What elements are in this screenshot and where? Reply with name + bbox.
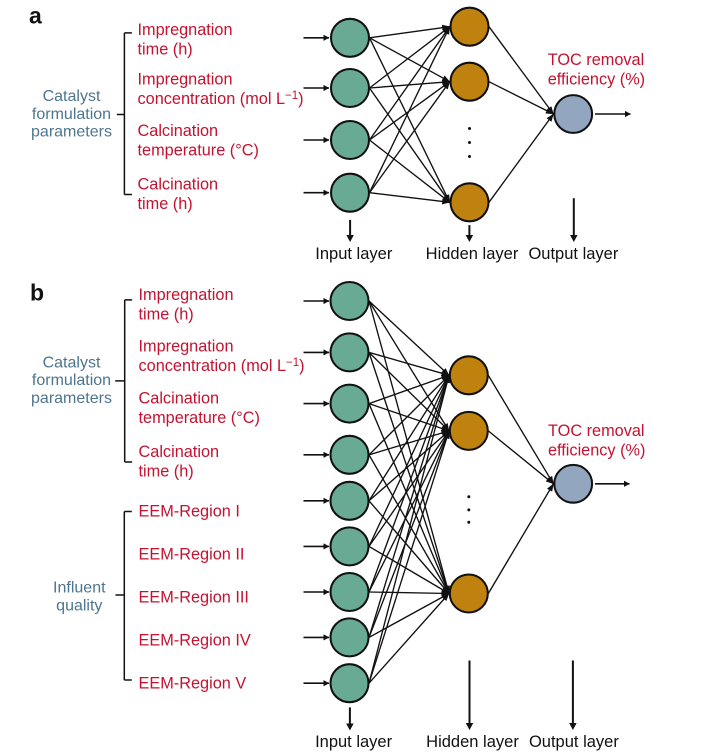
svg-text:temperature (°C): temperature (°C): [138, 142, 259, 160]
svg-text:Calcination: Calcination: [139, 389, 220, 407]
svg-text:a: a: [29, 3, 42, 29]
svg-text:formulation: formulation: [32, 372, 111, 389]
svg-text:time (h): time (h): [139, 306, 194, 324]
svg-text:TOC removal: TOC removal: [548, 51, 645, 69]
svg-text:Impregnation: Impregnation: [138, 21, 233, 39]
svg-text:Influent: Influent: [53, 580, 106, 597]
svg-text:time (h): time (h): [138, 41, 193, 59]
svg-text:concentration (mol L−1): concentration (mol L−1): [138, 90, 304, 108]
svg-text:Catalyst: Catalyst: [43, 354, 101, 371]
svg-text:Output layer: Output layer: [529, 733, 619, 751]
svg-text:TOC removal: TOC removal: [548, 422, 645, 440]
svg-text:Hidden layer: Hidden layer: [426, 733, 519, 751]
svg-text:Hidden layer: Hidden layer: [426, 245, 519, 263]
svg-text:time (h): time (h): [139, 462, 194, 480]
svg-text:EEM-Region V: EEM-Region V: [139, 674, 247, 692]
svg-text:Input layer: Input layer: [315, 733, 393, 751]
svg-text:temperature (°C): temperature (°C): [139, 409, 260, 427]
svg-text:Catalyst: Catalyst: [43, 88, 101, 105]
svg-text:Input layer: Input layer: [315, 245, 393, 263]
svg-text:parameters: parameters: [31, 124, 112, 141]
svg-text:parameters: parameters: [31, 390, 112, 407]
svg-text:efficiency (%): efficiency (%): [548, 71, 645, 89]
svg-text:Impregnation: Impregnation: [138, 71, 233, 89]
svg-text:concentration (mol L−1): concentration (mol L−1): [139, 357, 305, 375]
svg-text:Output layer: Output layer: [528, 245, 618, 263]
svg-text:EEM-Region IV: EEM-Region IV: [139, 631, 251, 649]
svg-text:quality: quality: [56, 598, 102, 615]
svg-text:efficiency (%): efficiency (%): [548, 441, 645, 459]
svg-text:formulation: formulation: [32, 106, 111, 123]
svg-text:b: b: [30, 280, 44, 306]
svg-text:time (h): time (h): [138, 195, 193, 213]
svg-text:Calcination: Calcination: [139, 443, 220, 461]
svg-text:Impregnation: Impregnation: [139, 338, 234, 356]
svg-text:EEM-Region I: EEM-Region I: [139, 502, 240, 520]
svg-text:Calcination: Calcination: [138, 175, 219, 193]
svg-text:Impregnation: Impregnation: [139, 286, 234, 304]
svg-text:Calcination: Calcination: [138, 122, 219, 140]
svg-text:EEM-Region II: EEM-Region II: [139, 545, 245, 563]
svg-text:EEM-Region III: EEM-Region III: [139, 588, 249, 606]
